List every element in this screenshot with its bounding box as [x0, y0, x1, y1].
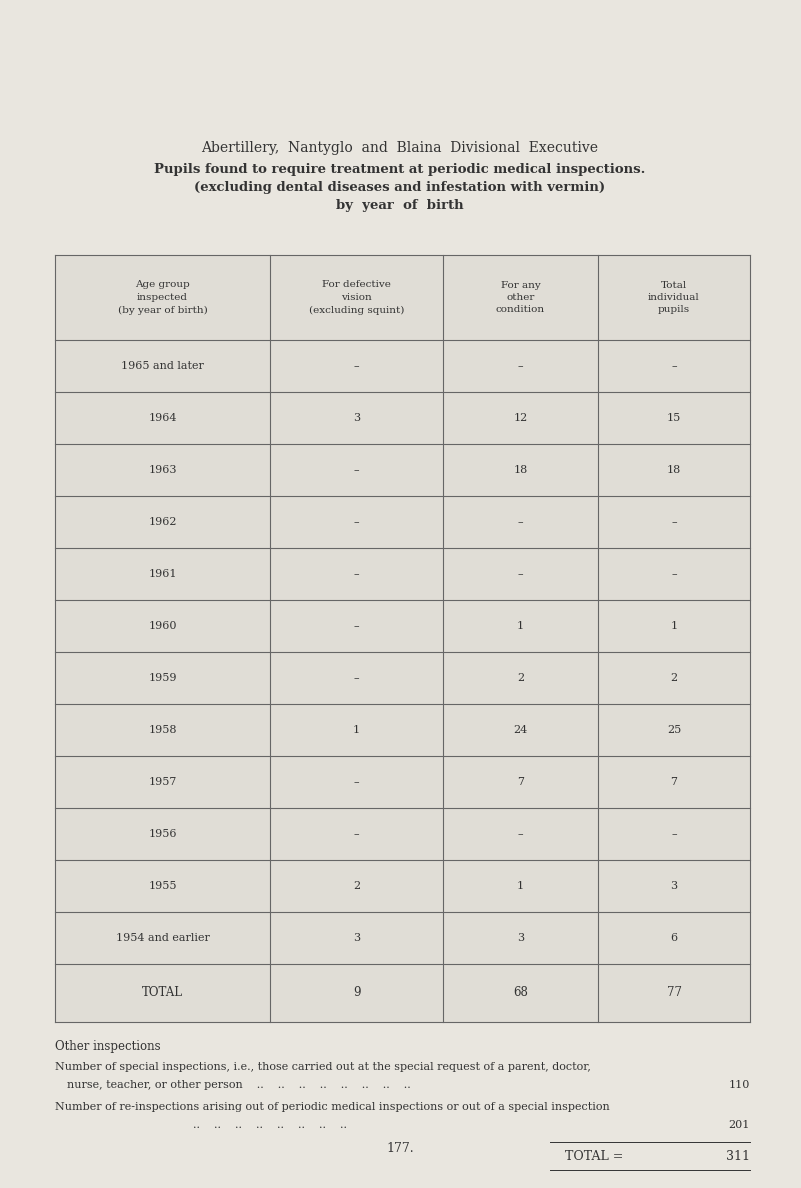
- Text: –: –: [354, 465, 360, 475]
- Text: –: –: [517, 361, 523, 371]
- Text: –: –: [517, 517, 523, 527]
- Text: 1960: 1960: [148, 621, 177, 631]
- Text: 6: 6: [670, 933, 678, 943]
- Text: 1: 1: [517, 621, 524, 631]
- Text: nurse, teacher, or other person    ..    ..    ..    ..    ..    ..    ..    ..: nurse, teacher, or other person .. .. ..…: [67, 1080, 411, 1091]
- Text: 177.: 177.: [386, 1142, 414, 1155]
- Text: 1955: 1955: [148, 881, 177, 891]
- Text: –: –: [354, 777, 360, 786]
- Text: –: –: [354, 829, 360, 839]
- Text: –: –: [354, 517, 360, 527]
- Text: ..    ..    ..    ..    ..    ..    ..    ..: .. .. .. .. .. .. .. ..: [67, 1120, 347, 1130]
- Text: –: –: [671, 829, 677, 839]
- Text: 201: 201: [729, 1120, 750, 1130]
- Text: 25: 25: [667, 725, 681, 735]
- Text: 7: 7: [670, 777, 678, 786]
- Text: 1956: 1956: [148, 829, 177, 839]
- Text: –: –: [671, 517, 677, 527]
- Text: 1: 1: [670, 621, 678, 631]
- Text: 3: 3: [670, 881, 678, 891]
- Text: 7: 7: [517, 777, 524, 786]
- Text: 1954 and earlier: 1954 and earlier: [115, 933, 209, 943]
- Text: Age group
inspected
(by year of birth): Age group inspected (by year of birth): [118, 280, 207, 315]
- Text: –: –: [517, 569, 523, 579]
- Text: 1963: 1963: [148, 465, 177, 475]
- Text: For defective
vision
(excluding squint): For defective vision (excluding squint): [309, 280, 405, 315]
- Text: 3: 3: [517, 933, 524, 943]
- Text: TOTAL: TOTAL: [142, 986, 183, 999]
- Text: –: –: [354, 361, 360, 371]
- Text: Pupils found to require treatment at periodic medical inspections.: Pupils found to require treatment at per…: [155, 164, 646, 177]
- Text: (excluding dental diseases and infestation with vermin): (excluding dental diseases and infestati…: [195, 182, 606, 195]
- Bar: [55, 255, 750, 1022]
- Text: 1958: 1958: [148, 725, 177, 735]
- Text: 68: 68: [513, 986, 528, 999]
- Text: 18: 18: [513, 465, 528, 475]
- Text: 1965 and later: 1965 and later: [121, 361, 204, 371]
- Text: Number of re-inspections arising out of periodic medical inspections or out of a: Number of re-inspections arising out of …: [55, 1102, 610, 1112]
- Text: –: –: [354, 621, 360, 631]
- Text: 3: 3: [353, 933, 360, 943]
- Text: 1957: 1957: [148, 777, 177, 786]
- Text: 1: 1: [353, 725, 360, 735]
- Text: –: –: [671, 569, 677, 579]
- Text: 12: 12: [513, 413, 528, 423]
- Text: 15: 15: [667, 413, 681, 423]
- Text: TOTAL =: TOTAL =: [565, 1150, 623, 1163]
- Text: Total
individual
pupils: Total individual pupils: [648, 280, 700, 315]
- Text: 1962: 1962: [148, 517, 177, 527]
- Text: 18: 18: [667, 465, 681, 475]
- Text: Number of special inspections, i.e., those carried out at the special request of: Number of special inspections, i.e., tho…: [55, 1062, 591, 1072]
- Text: 2: 2: [670, 672, 678, 683]
- Text: Other inspections: Other inspections: [55, 1040, 161, 1053]
- Text: 24: 24: [513, 725, 528, 735]
- Text: 1959: 1959: [148, 672, 177, 683]
- Text: Abertillery,  Nantyglo  and  Blaina  Divisional  Executive: Abertillery, Nantyglo and Blaina Divisio…: [202, 141, 598, 154]
- Text: 2: 2: [517, 672, 524, 683]
- Text: –: –: [671, 361, 677, 371]
- Text: by  year  of  birth: by year of birth: [336, 200, 464, 213]
- Text: –: –: [517, 829, 523, 839]
- Text: 1961: 1961: [148, 569, 177, 579]
- Text: 1964: 1964: [148, 413, 177, 423]
- Text: 1: 1: [517, 881, 524, 891]
- Text: 2: 2: [353, 881, 360, 891]
- Text: 110: 110: [729, 1080, 750, 1091]
- Text: –: –: [354, 672, 360, 683]
- Text: For any
other
condition: For any other condition: [496, 280, 545, 315]
- Text: 311: 311: [726, 1150, 750, 1163]
- Text: 3: 3: [353, 413, 360, 423]
- Text: –: –: [354, 569, 360, 579]
- Text: 77: 77: [666, 986, 682, 999]
- Text: 9: 9: [352, 986, 360, 999]
